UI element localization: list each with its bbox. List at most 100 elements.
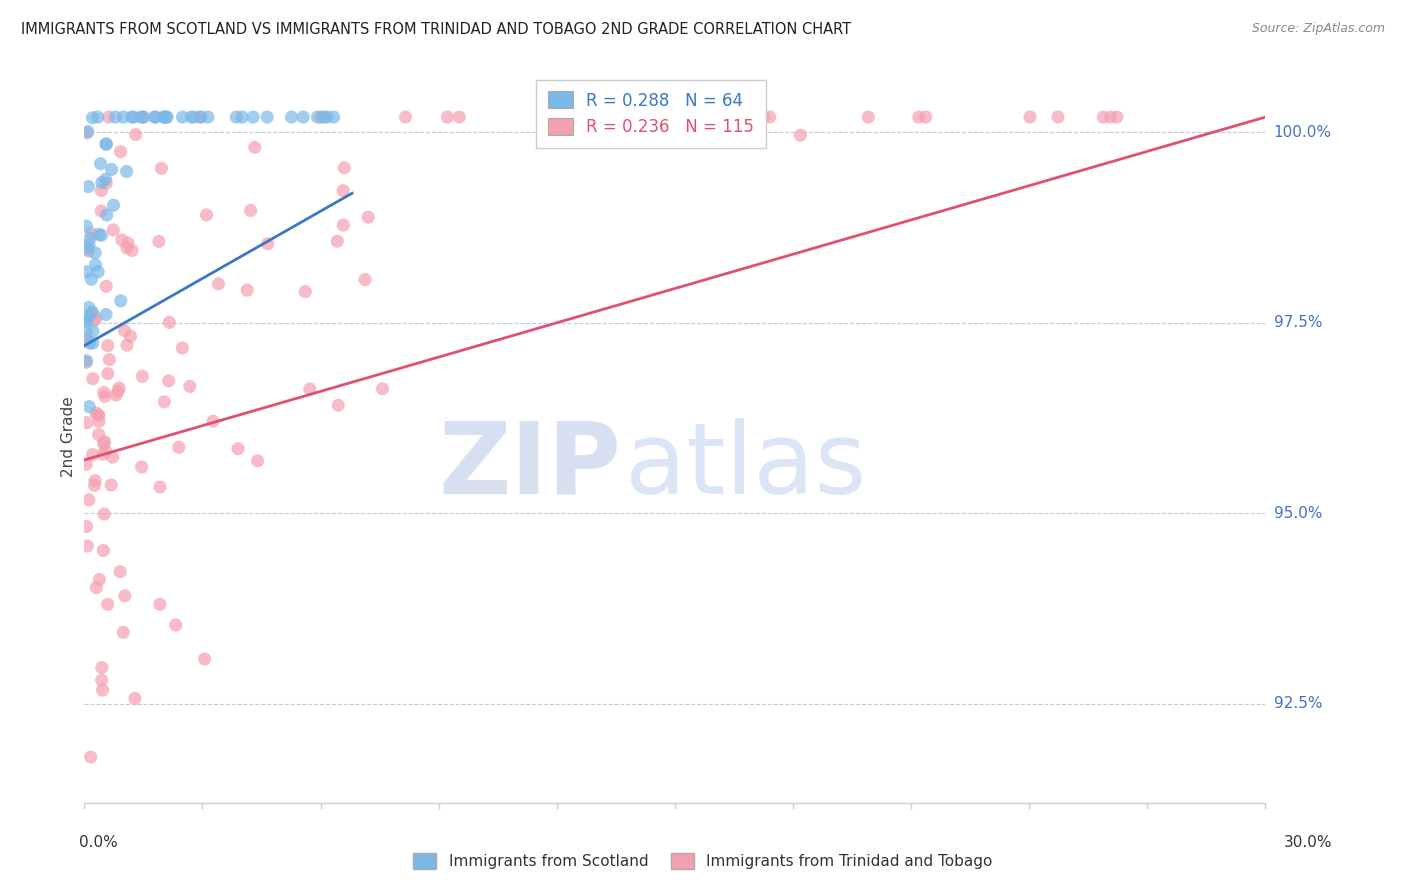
Point xyxy=(256,110,278,124)
Point xyxy=(77,125,100,139)
Point xyxy=(225,110,247,124)
Point xyxy=(117,236,139,251)
Point xyxy=(82,372,104,386)
Point xyxy=(312,110,335,124)
Point xyxy=(1092,110,1115,124)
Point xyxy=(87,409,110,423)
Point xyxy=(165,618,187,632)
Point xyxy=(87,265,110,279)
Point xyxy=(157,315,180,329)
Point xyxy=(183,110,205,124)
Point xyxy=(112,324,135,338)
Point xyxy=(149,480,172,494)
Point xyxy=(77,400,100,414)
Point xyxy=(243,140,266,154)
Point xyxy=(76,242,98,256)
Text: 92.5%: 92.5% xyxy=(1274,697,1322,711)
Point xyxy=(90,203,112,218)
Point xyxy=(172,341,194,355)
Point xyxy=(129,110,152,124)
Point xyxy=(100,162,122,177)
Point xyxy=(789,128,811,143)
Text: Source: ZipAtlas.com: Source: ZipAtlas.com xyxy=(1251,22,1385,36)
Point xyxy=(697,110,720,124)
Text: 30.0%: 30.0% xyxy=(1284,836,1331,850)
Point xyxy=(143,110,166,124)
Point xyxy=(77,492,100,507)
Point xyxy=(76,539,98,553)
Point xyxy=(82,336,104,351)
Point xyxy=(226,442,249,456)
Point xyxy=(114,589,136,603)
Text: IMMIGRANTS FROM SCOTLAND VS IMMIGRANTS FROM TRINIDAD AND TOBAGO 2ND GRADE CORREL: IMMIGRANTS FROM SCOTLAND VS IMMIGRANTS F… xyxy=(21,22,851,37)
Point xyxy=(84,258,107,272)
Point xyxy=(236,283,259,297)
Legend: R = 0.288   N = 64, R = 0.236   N = 115: R = 0.288 N = 64, R = 0.236 N = 115 xyxy=(537,79,766,148)
Point xyxy=(104,110,127,124)
Point xyxy=(280,110,302,124)
Point xyxy=(80,227,103,241)
Point xyxy=(292,110,315,124)
Point xyxy=(76,126,98,140)
Point xyxy=(179,379,201,393)
Point xyxy=(202,414,225,428)
Point xyxy=(84,406,107,420)
Point xyxy=(908,110,931,124)
Point xyxy=(84,474,107,488)
Point xyxy=(307,110,329,124)
Point xyxy=(108,565,131,579)
Point xyxy=(75,355,97,369)
Point xyxy=(195,208,218,222)
Point xyxy=(93,434,115,449)
Point xyxy=(79,336,101,351)
Point xyxy=(333,161,356,175)
Point xyxy=(90,228,112,243)
Point xyxy=(242,110,264,124)
Point xyxy=(124,691,146,706)
Point xyxy=(316,110,339,124)
Point xyxy=(150,161,173,176)
Point xyxy=(76,314,98,328)
Point xyxy=(231,110,253,124)
Point xyxy=(82,324,104,338)
Point xyxy=(152,110,174,124)
Point xyxy=(97,367,120,381)
Point xyxy=(83,478,105,492)
Point xyxy=(93,436,115,450)
Point xyxy=(371,382,394,396)
Point xyxy=(394,110,416,124)
Point xyxy=(87,110,110,124)
Point xyxy=(77,179,100,194)
Point xyxy=(115,241,138,255)
Point xyxy=(103,198,125,212)
Point xyxy=(121,110,143,124)
Point xyxy=(76,416,98,430)
Point xyxy=(124,128,146,142)
Point xyxy=(311,110,333,124)
Point xyxy=(93,507,115,521)
Point xyxy=(239,203,262,218)
Point xyxy=(105,388,128,402)
Y-axis label: 2nd Grade: 2nd Grade xyxy=(60,397,76,477)
Point xyxy=(112,110,135,124)
Point xyxy=(75,265,97,279)
Point xyxy=(188,110,211,124)
Point xyxy=(115,338,138,352)
Point xyxy=(108,381,131,395)
Point xyxy=(90,184,112,198)
Point xyxy=(449,110,471,124)
Point xyxy=(110,293,132,308)
Point xyxy=(115,164,138,178)
Point xyxy=(110,145,132,159)
Point xyxy=(96,279,118,293)
Point xyxy=(121,244,143,258)
Point xyxy=(153,110,176,124)
Point xyxy=(82,305,104,319)
Point xyxy=(94,444,117,458)
Point xyxy=(190,110,212,124)
Point xyxy=(89,156,111,170)
Point xyxy=(77,244,100,259)
Point xyxy=(90,660,112,674)
Point xyxy=(157,374,180,388)
Point xyxy=(149,598,172,612)
